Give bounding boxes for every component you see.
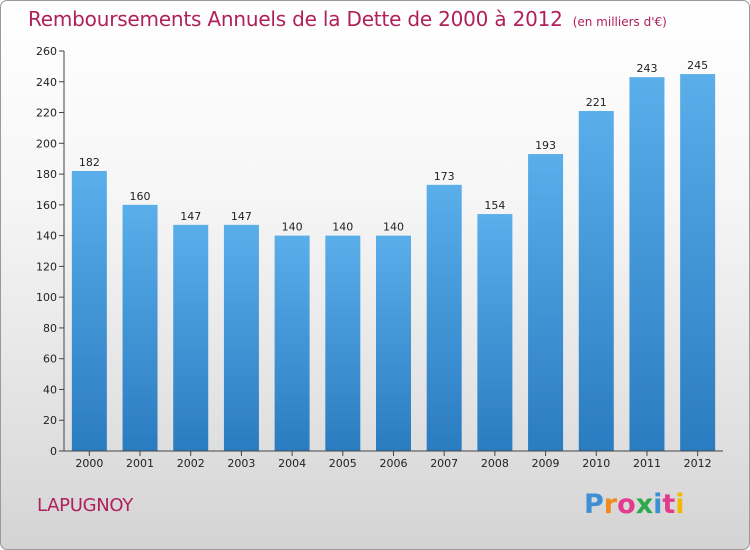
y-tick-label: 180: [36, 168, 57, 181]
bar: [173, 224, 209, 451]
bar: [426, 184, 462, 451]
chart-title: Remboursements Annuels de la Dette de 20…: [28, 7, 563, 31]
bar: [223, 224, 259, 451]
y-tick-label: 240: [36, 76, 57, 89]
bar-value-label: 147: [231, 210, 252, 223]
chart-unit: (en milliers d'€): [572, 15, 667, 29]
bar-value-label: 193: [535, 139, 556, 152]
bar-value-label: 245: [687, 59, 708, 72]
bar-value-label: 140: [332, 221, 353, 234]
x-axis: 2000 2001 2002 2003 2004 2005 2006 2007 2008 2009…: [64, 450, 723, 470]
bar-value-label: 160: [130, 190, 151, 203]
bars: 182 160 147 147 140 140 140 173 154 193 221 243 245: [71, 59, 716, 452]
y-tick-label: 260: [36, 45, 57, 58]
logo-letter: x: [635, 489, 654, 520]
y-tick-label: 160: [36, 199, 57, 212]
x-tick-label: 2008: [481, 457, 509, 470]
y-tick-label: 80: [43, 322, 57, 335]
x-tick-label: 2004: [278, 457, 306, 470]
x-tick-label: 2012: [684, 457, 712, 470]
y-axis: 0 20 40 60 80 100 120 140 160 180 200 220 240 260: [36, 45, 65, 458]
bar: [71, 171, 107, 451]
x-tick-label: 2009: [532, 457, 560, 470]
y-tick-label: 220: [36, 107, 57, 120]
bar: [274, 235, 310, 451]
logo-letter: r: [603, 489, 618, 520]
bar-value-label: 147: [180, 210, 201, 223]
y-tick-label: 120: [36, 260, 57, 273]
x-tick-label: 2002: [177, 457, 205, 470]
title-row: Remboursements Annuels de la Dette de 20…: [28, 7, 667, 31]
bar-value-label: 221: [586, 96, 607, 109]
y-tick-label: 40: [43, 383, 57, 396]
logo-letter: t: [662, 489, 676, 520]
bar: [122, 204, 158, 451]
logo-letter: i: [675, 489, 685, 520]
bar-value-label: 154: [484, 199, 505, 212]
bar: [325, 235, 361, 451]
proxiti-logo: Proxiti: [584, 489, 685, 520]
bar: [680, 74, 716, 452]
y-tick-label: 0: [50, 445, 57, 458]
bar: [528, 154, 564, 452]
bar-value-label: 173: [434, 170, 455, 183]
bar-value-label: 140: [383, 221, 404, 234]
bar-value-label: 243: [636, 62, 657, 75]
x-tick-label: 2007: [430, 457, 458, 470]
bar: [578, 111, 614, 451]
logo-letter: o: [617, 489, 636, 520]
x-tick-label: 2005: [329, 457, 357, 470]
x-tick-label: 2011: [633, 457, 661, 470]
y-tick-label: 60: [43, 353, 57, 366]
y-tick-label: 140: [36, 230, 57, 243]
bar: [376, 235, 411, 451]
logo-letter: P: [584, 489, 604, 520]
bar: [629, 77, 665, 452]
bar-value-label: 140: [282, 221, 303, 234]
x-tick-label: 2010: [582, 457, 610, 470]
logo-letter: i: [653, 489, 663, 520]
y-tick-label: 100: [36, 291, 57, 304]
x-tick-label: 2003: [227, 457, 255, 470]
y-tick-label: 20: [43, 414, 57, 427]
bar-value-label: 182: [79, 156, 100, 169]
x-tick-label: 2001: [126, 457, 154, 470]
x-tick-label: 2000: [75, 457, 103, 470]
x-tick-label: 2006: [380, 457, 408, 470]
commune-name: LAPUGNOY: [37, 495, 133, 516]
bar: [477, 214, 513, 451]
y-tick-label: 200: [36, 137, 57, 150]
